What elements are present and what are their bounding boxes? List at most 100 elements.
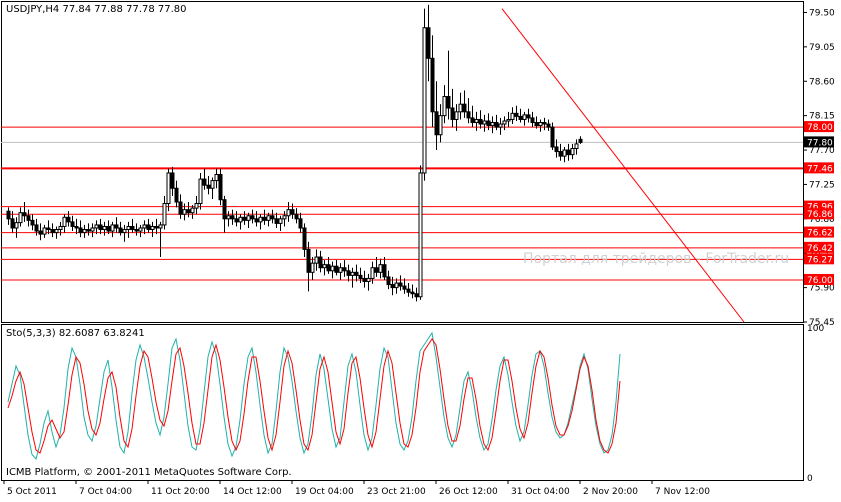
candle-body — [450, 107, 455, 120]
candle-body — [66, 216, 71, 223]
candle-body — [90, 227, 95, 232]
candle-body — [406, 288, 411, 293]
x-tick-label: 11 Oct 20:00 — [151, 487, 210, 497]
candle-body — [30, 219, 35, 226]
candle-body — [54, 229, 59, 234]
candle-body — [310, 262, 315, 273]
candle-body — [522, 114, 527, 120]
candle-body — [274, 218, 279, 224]
candle-body — [434, 111, 439, 136]
candle-body — [358, 274, 363, 279]
candle-body — [290, 209, 295, 215]
candle-body — [390, 284, 395, 289]
candle-body — [222, 199, 227, 220]
candle-body — [402, 285, 407, 290]
candle-body — [422, 27, 427, 174]
candle-body — [134, 229, 139, 232]
candle-body — [62, 216, 67, 227]
candle-body — [426, 27, 431, 59]
candle-body — [246, 215, 251, 221]
candle-body — [114, 224, 119, 229]
candle-body — [14, 222, 19, 229]
candle-body — [46, 227, 51, 231]
candle-body — [18, 212, 23, 224]
osc-y-tick-label: 100 — [807, 324, 824, 334]
candle-body — [342, 267, 347, 272]
candle-body — [102, 225, 107, 231]
candle-body — [326, 264, 331, 272]
candle-body — [430, 57, 435, 113]
candle-body — [438, 115, 443, 136]
y-tick-label: 79.05 — [809, 43, 835, 53]
osc-y-tick-label: 0 — [807, 474, 813, 484]
candle-body — [22, 212, 27, 217]
candle-body — [474, 118, 479, 124]
candle-body — [166, 172, 171, 205]
candle-body — [26, 215, 31, 221]
oscillator-title: Sto(5,3,3) 82.6087 63.8241 — [6, 328, 145, 339]
candle-body — [486, 120, 491, 127]
candle-body — [142, 224, 147, 229]
candle-body — [130, 225, 135, 231]
level-price-label: 76.86 — [807, 210, 833, 220]
candle-body — [82, 229, 87, 234]
candle-body — [338, 267, 343, 273]
level-price-label: 78.00 — [807, 123, 833, 133]
candle-body — [330, 265, 335, 272]
candles — [6, 4, 583, 302]
candle-body — [286, 209, 291, 217]
x-tick-label: 19 Oct 04:00 — [295, 487, 354, 497]
candle-body — [306, 248, 311, 273]
candle-body — [470, 117, 475, 124]
candle-body — [58, 225, 63, 231]
candle-body — [174, 187, 179, 203]
candle-body — [514, 112, 519, 117]
candle-body — [254, 218, 259, 223]
candle-body — [182, 209, 187, 215]
candle-body — [118, 227, 123, 234]
y-tick-label: 76.80 — [809, 215, 835, 225]
candle-body — [110, 224, 115, 232]
y-tick-label: 77.70 — [809, 146, 835, 156]
main-chart-frame — [1, 1, 804, 323]
candle-body — [394, 282, 399, 289]
x-axis: 5 Oct 2011 7 Oct 04:00 11 Oct 20:00 14 Oct … — [3, 480, 710, 497]
candle-body — [258, 216, 263, 223]
candle-body — [146, 224, 151, 231]
x-tick-label: 7 Oct 04:00 — [79, 487, 132, 497]
candle-body — [506, 118, 511, 122]
candle-body — [34, 224, 39, 232]
candle-body — [314, 256, 319, 264]
level-price-box — [804, 273, 834, 285]
candle-body — [50, 229, 55, 234]
candle-body — [282, 215, 287, 220]
y-tick-label: 75.45 — [809, 318, 835, 328]
candle-body — [94, 224, 99, 229]
candle-body — [154, 225, 159, 229]
x-tick-label: 5 Oct 2011 — [7, 487, 57, 497]
candle-body — [530, 117, 535, 124]
candle-body — [366, 277, 371, 282]
y-tick-label: 78.60 — [809, 77, 835, 87]
candle-body — [518, 115, 523, 120]
candle-body — [498, 123, 503, 128]
candle-body — [98, 224, 103, 231]
watermark-text: Портал для трейдеров - ForTrader.ru — [523, 251, 790, 267]
horizontal-levels — [1, 126, 803, 281]
oscillator-frame — [1, 324, 804, 481]
candle-body — [294, 213, 299, 220]
level-price-box — [804, 208, 834, 220]
x-tick-label: 26 Oct 12:00 — [439, 487, 498, 497]
candle-body — [454, 111, 459, 120]
candle-body — [482, 120, 487, 125]
candle-body — [158, 224, 163, 229]
candle-body — [446, 96, 451, 109]
candle-body — [562, 149, 567, 157]
candle-body — [86, 229, 91, 232]
candle-body — [442, 96, 447, 117]
current-price-label: 77.80 — [807, 138, 833, 148]
y-tick-label: 75.90 — [809, 284, 835, 294]
candle-body — [214, 173, 219, 182]
candle-body — [414, 293, 419, 298]
